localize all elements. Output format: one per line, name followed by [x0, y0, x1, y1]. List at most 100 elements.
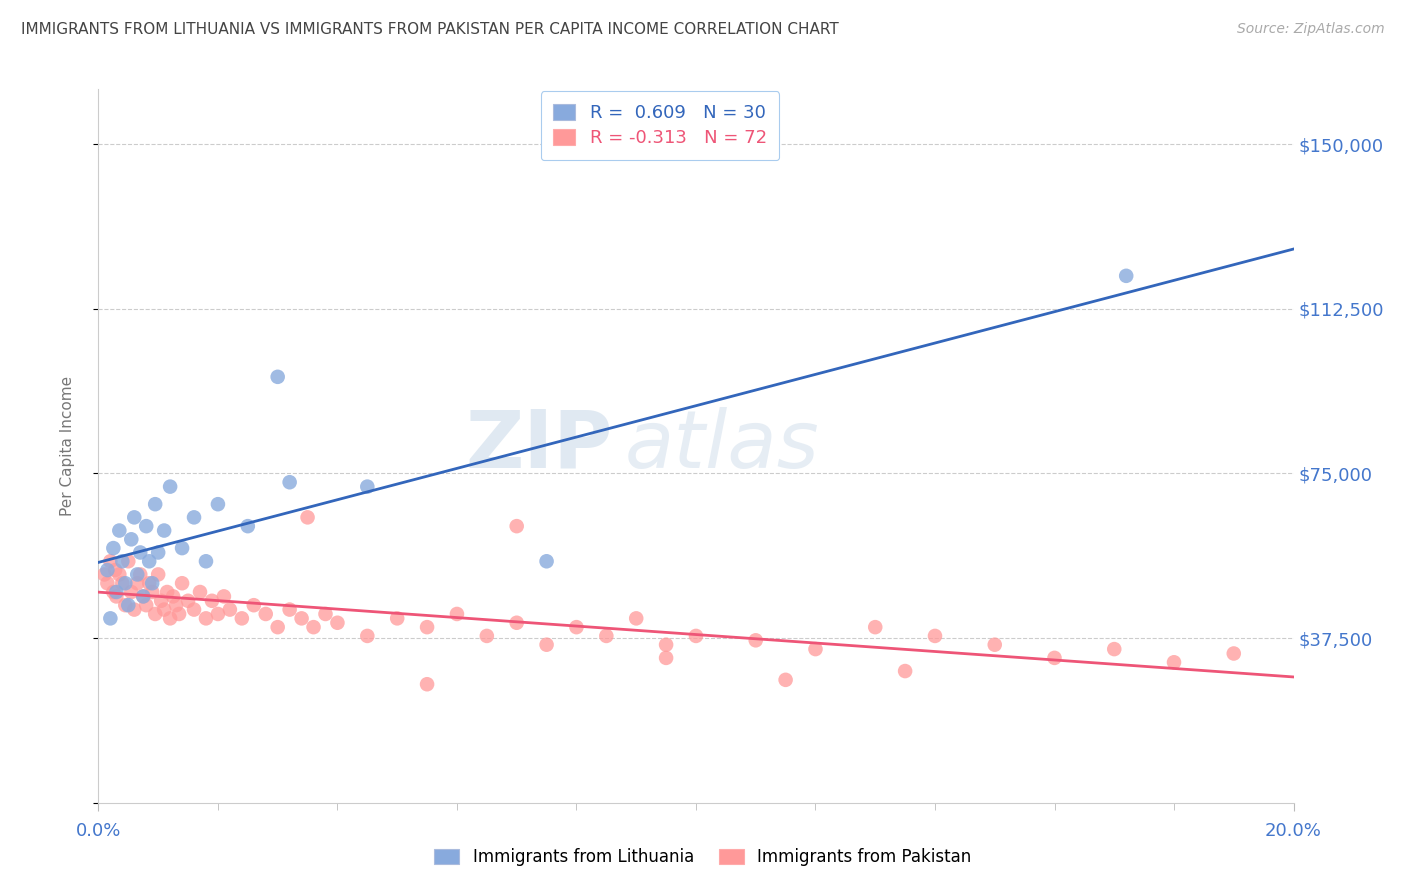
Point: [536, 554, 558, 568]
Point: [804, 642, 827, 657]
Point: [120, 585, 142, 599]
Point: [143, 497, 166, 511]
Point: [183, 602, 205, 616]
Point: [98, 554, 122, 568]
Point: [302, 620, 325, 634]
Point: [105, 585, 128, 599]
Point: [153, 524, 176, 538]
Point: [183, 510, 205, 524]
Point: [114, 576, 136, 591]
Text: Source: ZipAtlas.com: Source: ZipAtlas.com: [1237, 22, 1385, 37]
Point: [167, 607, 190, 621]
Point: [278, 475, 301, 490]
Point: [141, 585, 163, 599]
Legend: R =  0.609   N = 30, R = -0.313   N = 72: R = 0.609 N = 30, R = -0.313 N = 72: [541, 91, 779, 161]
Point: [984, 638, 1007, 652]
Point: [143, 607, 166, 621]
Point: [475, 629, 498, 643]
Point: [267, 620, 290, 634]
Point: [124, 602, 146, 616]
Point: [894, 664, 917, 678]
Point: [111, 554, 134, 568]
Point: [356, 629, 378, 643]
Point: [655, 638, 678, 652]
Point: [124, 510, 146, 524]
Point: [326, 615, 349, 630]
Point: [96, 563, 118, 577]
Point: [159, 480, 181, 494]
Point: [148, 567, 170, 582]
Point: [165, 598, 187, 612]
Point: [177, 594, 200, 608]
Point: [236, 519, 259, 533]
Point: [595, 629, 617, 643]
Point: [108, 567, 131, 582]
Point: [111, 576, 134, 591]
Point: [865, 620, 887, 634]
Point: [156, 585, 179, 599]
Point: [132, 590, 155, 604]
Point: [416, 677, 439, 691]
Point: [1043, 651, 1066, 665]
Point: [148, 545, 170, 559]
Point: [135, 598, 157, 612]
Point: [96, 576, 118, 591]
Point: [195, 554, 218, 568]
Point: [138, 576, 160, 591]
Point: [655, 651, 678, 665]
Point: [385, 611, 409, 625]
Point: [446, 607, 468, 621]
Point: [98, 611, 122, 625]
Point: [103, 585, 125, 599]
Point: [162, 590, 184, 604]
Point: [243, 598, 266, 612]
Point: [195, 611, 218, 625]
Point: [132, 590, 155, 604]
Point: [1223, 647, 1246, 661]
Text: atlas: atlas: [624, 407, 820, 485]
Point: [924, 629, 946, 643]
Point: [1104, 642, 1126, 657]
Point: [231, 611, 253, 625]
Point: [135, 519, 157, 533]
Point: [127, 567, 149, 582]
Legend: Immigrants from Lithuania, Immigrants from Pakistan: Immigrants from Lithuania, Immigrants fr…: [426, 840, 980, 875]
Point: [775, 673, 797, 687]
Point: [129, 545, 152, 559]
Point: [291, 611, 314, 625]
Point: [153, 602, 176, 616]
Text: ZIP: ZIP: [465, 407, 613, 485]
Point: [207, 607, 229, 621]
Point: [685, 629, 707, 643]
Point: [117, 598, 139, 612]
Point: [1115, 268, 1137, 283]
Point: [212, 590, 235, 604]
Point: [626, 611, 648, 625]
Point: [506, 519, 529, 533]
Point: [267, 369, 290, 384]
Point: [506, 615, 529, 630]
Point: [1163, 655, 1185, 669]
Point: [416, 620, 439, 634]
Point: [536, 638, 558, 652]
Point: [159, 611, 181, 625]
Point: [103, 541, 125, 555]
Point: [297, 510, 319, 524]
Point: [315, 607, 337, 621]
Point: [188, 585, 211, 599]
Point: [120, 533, 142, 547]
Text: IMMIGRANTS FROM LITHUANIA VS IMMIGRANTS FROM PAKISTAN PER CAPITA INCOME CORRELAT: IMMIGRANTS FROM LITHUANIA VS IMMIGRANTS …: [21, 22, 839, 37]
Point: [93, 567, 115, 582]
Point: [201, 594, 224, 608]
Point: [129, 567, 152, 582]
Point: [254, 607, 277, 621]
Point: [172, 541, 194, 555]
Point: [565, 620, 588, 634]
Point: [172, 576, 194, 591]
Point: [108, 524, 131, 538]
Point: [127, 576, 149, 591]
Point: [219, 602, 242, 616]
Point: [138, 554, 160, 568]
Point: [745, 633, 768, 648]
Point: [141, 576, 163, 591]
